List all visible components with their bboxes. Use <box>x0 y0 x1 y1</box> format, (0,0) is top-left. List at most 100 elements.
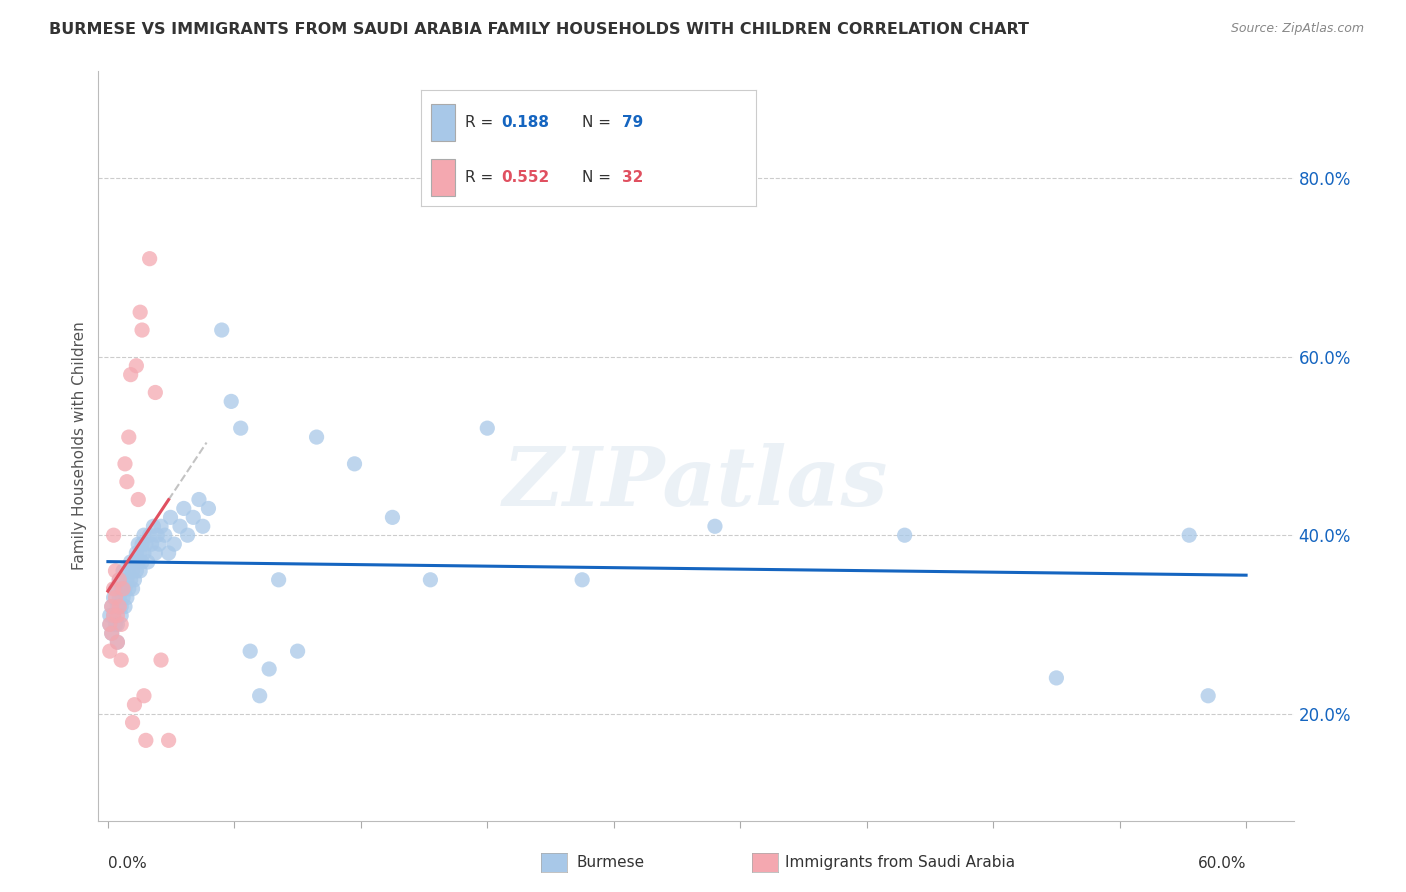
Text: 60.0%: 60.0% <box>1198 856 1246 871</box>
Point <box>104 591 127 605</box>
Point <box>100 599 122 614</box>
Point <box>1197 689 1219 703</box>
Point <box>219 394 242 409</box>
Point <box>118 430 141 444</box>
Point <box>98 617 121 632</box>
Point <box>146 528 169 542</box>
Point <box>305 430 328 444</box>
Point <box>114 599 136 614</box>
Point <box>108 573 131 587</box>
Text: Burmese: Burmese <box>576 855 644 870</box>
Point <box>103 608 125 623</box>
Point <box>181 510 204 524</box>
Point <box>239 644 262 658</box>
Point <box>118 564 141 578</box>
Point <box>112 564 135 578</box>
Point <box>110 599 132 614</box>
Point <box>108 591 131 605</box>
Point <box>1178 528 1201 542</box>
Point <box>132 546 155 560</box>
Point <box>131 537 153 551</box>
Point <box>121 564 143 578</box>
Point <box>110 617 132 632</box>
Text: Immigrants from Saudi Arabia: Immigrants from Saudi Arabia <box>785 855 1015 870</box>
Point <box>132 528 155 542</box>
Point <box>118 582 141 596</box>
Point <box>477 421 499 435</box>
Point <box>98 608 121 623</box>
Point <box>115 591 138 605</box>
Point <box>104 617 127 632</box>
Text: 0.0%: 0.0% <box>108 856 146 871</box>
Point <box>191 519 214 533</box>
Point <box>381 510 404 524</box>
Point <box>112 591 135 605</box>
Point <box>108 573 131 587</box>
Point <box>108 599 131 614</box>
Point <box>110 582 132 596</box>
Point <box>103 582 125 596</box>
Point <box>157 733 180 747</box>
Point <box>135 733 157 747</box>
Point <box>173 501 195 516</box>
Point <box>103 591 125 605</box>
Point <box>138 252 160 266</box>
Point <box>571 573 593 587</box>
Point <box>121 715 143 730</box>
Point <box>150 519 173 533</box>
Point <box>98 644 121 658</box>
Point <box>132 689 155 703</box>
Point <box>112 582 135 596</box>
Point <box>105 635 128 649</box>
Point <box>257 662 280 676</box>
Text: Source: ZipAtlas.com: Source: ZipAtlas.com <box>1230 22 1364 36</box>
Point <box>98 617 121 632</box>
Point <box>121 582 143 596</box>
Point <box>169 519 191 533</box>
Point <box>197 501 219 516</box>
Point <box>703 519 725 533</box>
Point <box>176 528 198 542</box>
Point <box>129 564 152 578</box>
Point <box>211 323 233 337</box>
Point <box>287 644 309 658</box>
Point <box>105 617 128 632</box>
Point <box>110 608 132 623</box>
Point <box>127 492 149 507</box>
Point <box>105 635 128 649</box>
Point <box>131 323 153 337</box>
Point <box>120 573 142 587</box>
Point <box>104 564 127 578</box>
Point <box>104 582 127 596</box>
Point <box>343 457 366 471</box>
Point <box>135 537 157 551</box>
Point <box>267 573 290 587</box>
Point <box>138 528 160 542</box>
Point <box>129 305 152 319</box>
Point <box>100 626 122 640</box>
Point <box>148 537 170 551</box>
Point <box>100 626 122 640</box>
Point <box>150 653 173 667</box>
Point <box>120 555 142 569</box>
Y-axis label: Family Households with Children: Family Households with Children <box>72 322 87 570</box>
Text: BURMESE VS IMMIGRANTS FROM SAUDI ARABIA FAMILY HOUSEHOLDS WITH CHILDREN CORRELAT: BURMESE VS IMMIGRANTS FROM SAUDI ARABIA … <box>49 22 1029 37</box>
Point <box>103 528 125 542</box>
Point <box>115 573 138 587</box>
Point <box>157 546 180 560</box>
Point <box>127 555 149 569</box>
Point <box>249 689 271 703</box>
Point <box>129 546 152 560</box>
Point <box>120 368 142 382</box>
Point <box>131 555 153 569</box>
Point <box>115 475 138 489</box>
Point <box>141 537 163 551</box>
Point <box>142 519 165 533</box>
Point <box>125 564 148 578</box>
Point <box>124 698 146 712</box>
Point <box>125 546 148 560</box>
Point <box>100 599 122 614</box>
Point <box>163 537 186 551</box>
Point <box>124 555 146 569</box>
Point <box>153 528 176 542</box>
